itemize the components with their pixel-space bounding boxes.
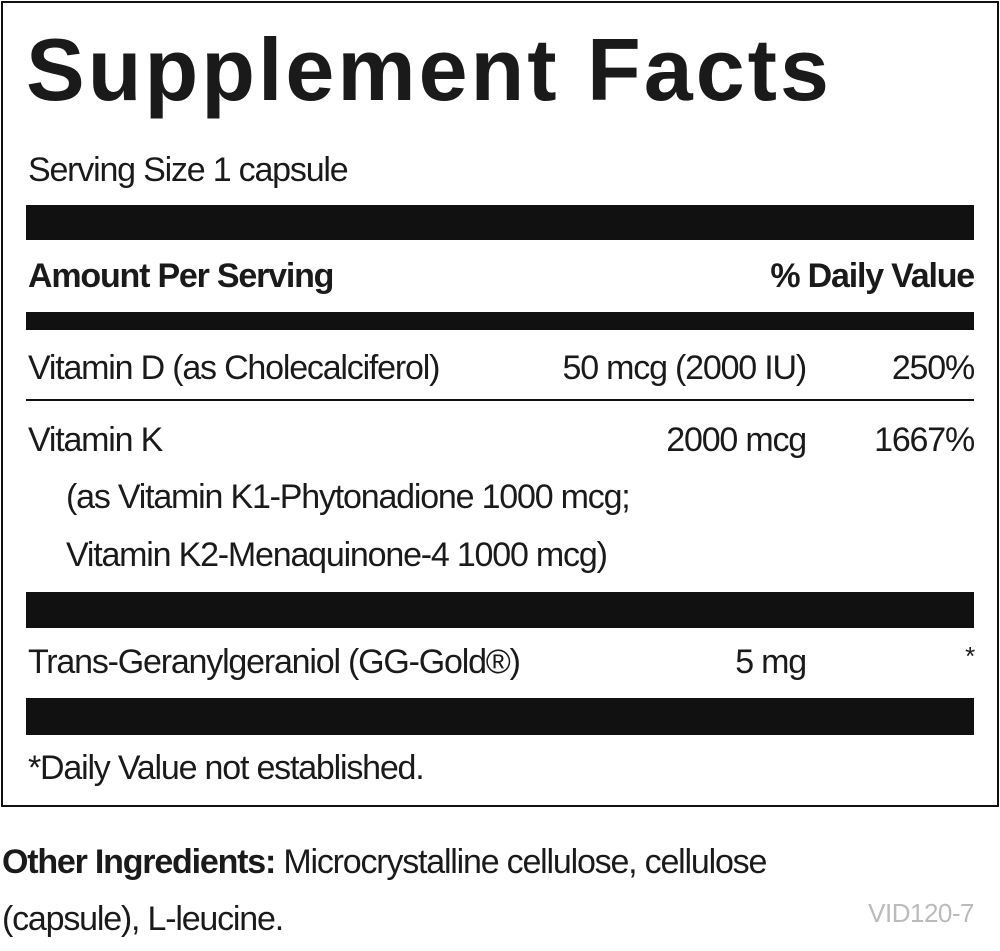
daily-value-header: % Daily Value: [770, 257, 975, 295]
thick-rule: [26, 698, 974, 735]
nutrient-detail: Vitamin K2-Menaquinone-4 1000 mcg): [66, 536, 608, 574]
title: Supplement Facts: [26, 20, 832, 119]
nutrient-name: Trans-Geranylgeraniol (GG-Gold®): [28, 643, 521, 681]
nutrient-amount: 2000 mcg: [666, 421, 807, 459]
nutrient-daily-value: *: [965, 641, 975, 671]
thick-rule: [26, 592, 974, 628]
other-ingredients-text: Microcrystalline cellulose, cellulose (c…: [2, 843, 767, 938]
nutrient-name: Vitamin K: [28, 421, 163, 459]
label-box: [1, 1, 999, 807]
thin-rule: [26, 399, 974, 401]
serving-size: Serving Size 1 capsule: [28, 151, 349, 189]
nutrient-name: Vitamin D (as Cholecalciferol): [28, 349, 440, 387]
medium-rule: [26, 312, 974, 330]
other-ingredients: Other Ingredients: Microcrystalline cell…: [2, 834, 852, 948]
nutrient-amount: 50 mcg (2000 IU): [562, 349, 808, 387]
product-code: VID120-7: [868, 898, 974, 928]
thick-rule: [26, 205, 974, 240]
other-ingredients-label: Other Ingredients:: [2, 843, 276, 881]
nutrient-daily-value: 250%: [891, 349, 975, 387]
nutrient-daily-value: 1667%: [874, 421, 975, 459]
nutrient-amount: 5 mg: [735, 643, 807, 681]
amount-header: Amount Per Serving: [28, 257, 334, 295]
footnote: *Daily Value not established.: [28, 749, 425, 787]
nutrient-detail: (as Vitamin K1-Phytonadione 1000 mcg;: [66, 478, 631, 516]
